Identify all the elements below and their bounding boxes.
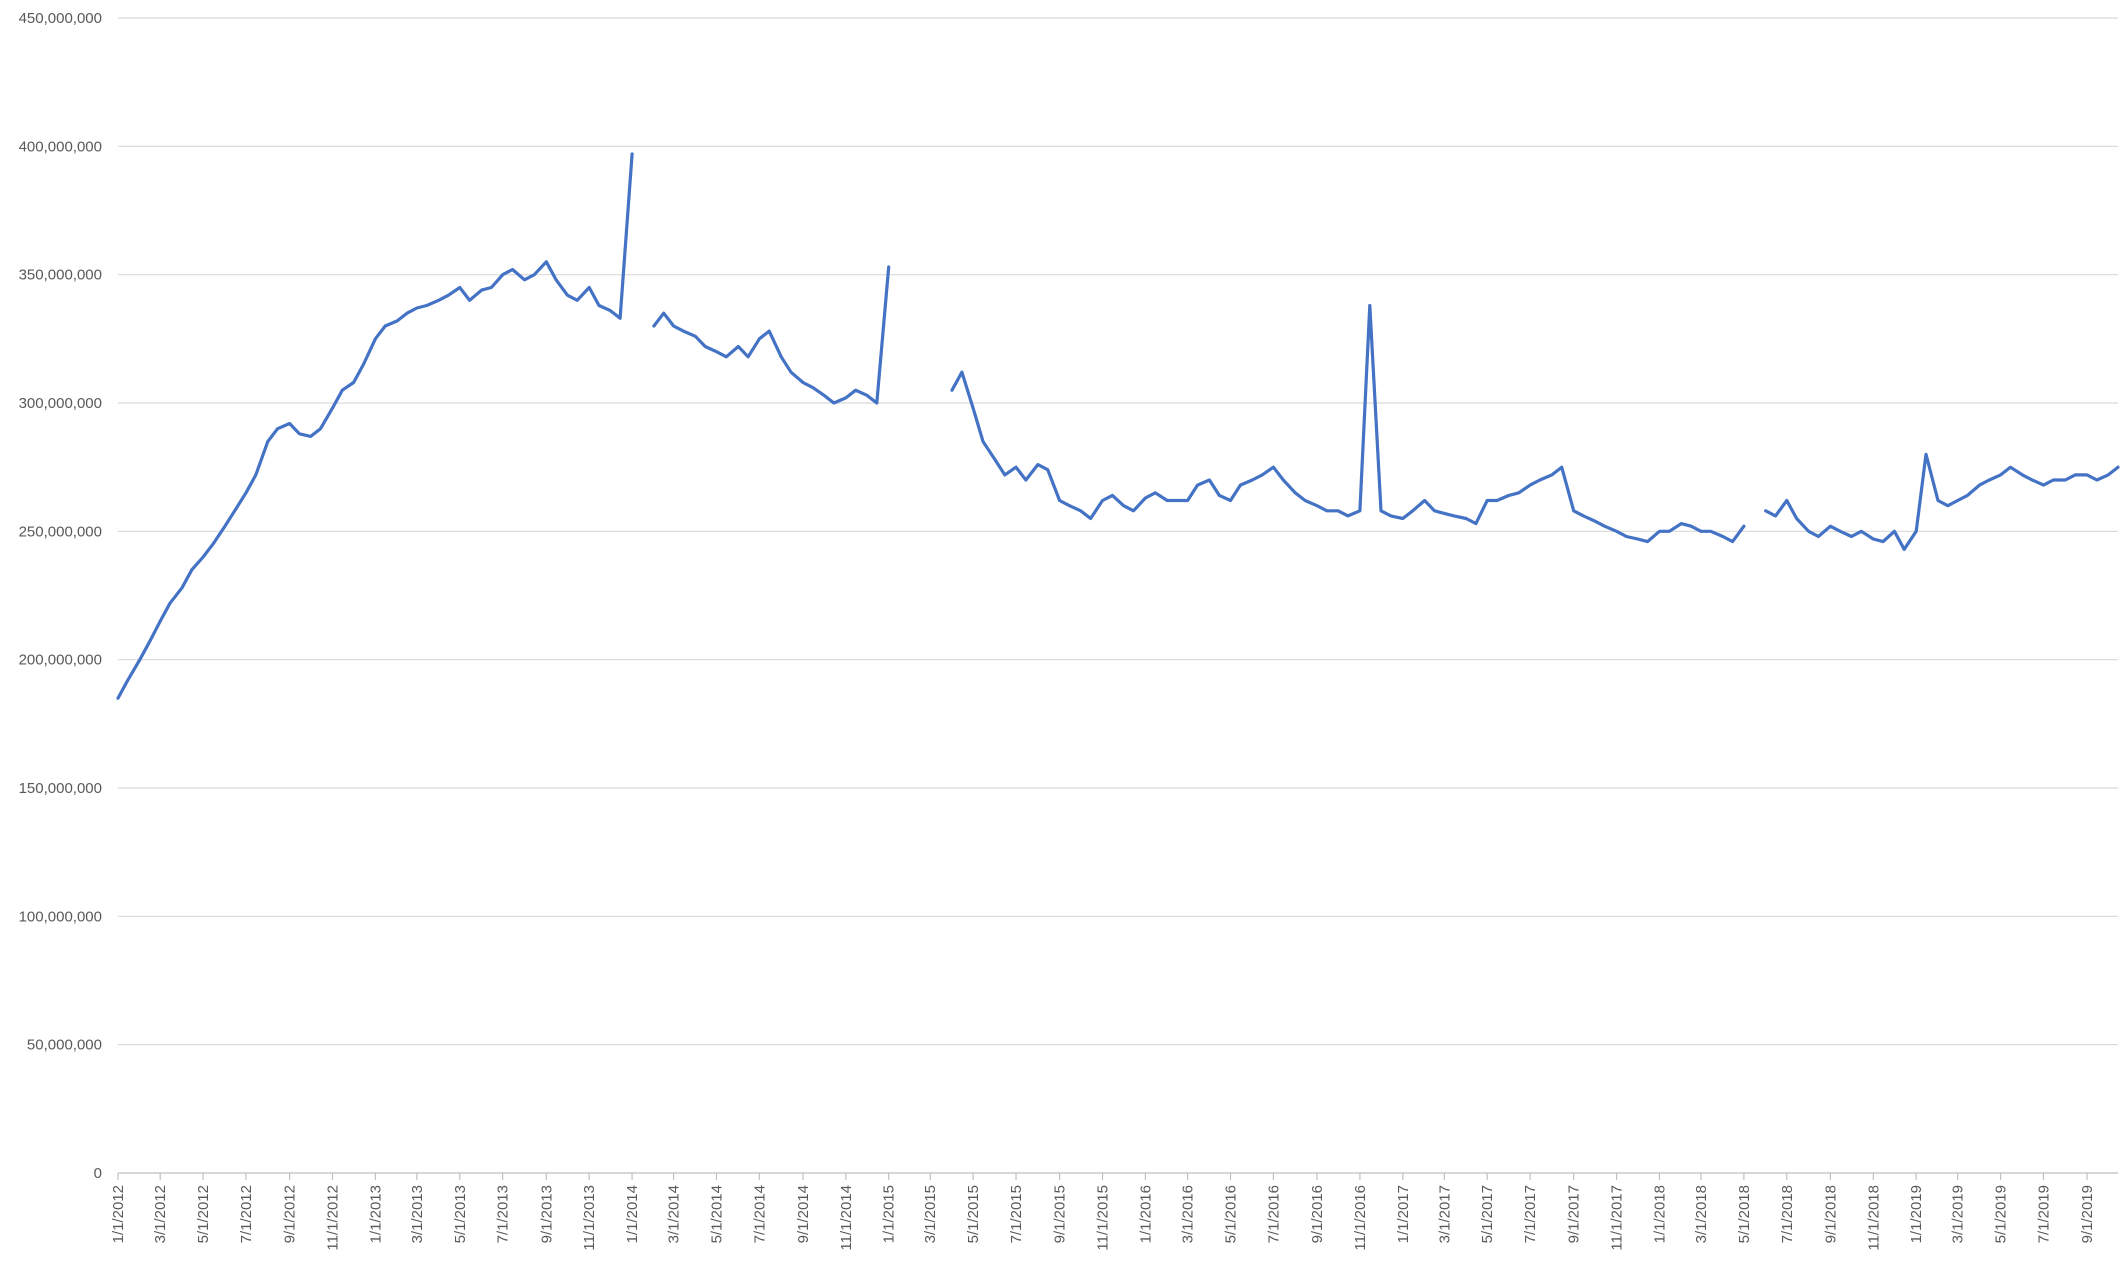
x-tick-label: 9/1/2013 [538,1185,555,1243]
x-tick-label: 1/1/2012 [110,1185,127,1243]
x-tick-label: 11/1/2014 [838,1185,855,1251]
x-tick-label: 11/1/2012 [324,1185,341,1251]
x-tick-label: 5/1/2018 [1736,1185,1753,1243]
axes [117,1172,2118,1180]
x-tick-label: 7/1/2017 [1522,1185,1539,1243]
x-tick-label: 9/1/2017 [1566,1185,1583,1243]
x-tick-label: 9/1/2019 [2079,1185,2096,1243]
series-line-segment [652,265,891,405]
x-tick-label: 1/1/2014 [624,1185,641,1243]
y-tick-label: 350,000,000 [19,267,102,284]
x-tick-label: 3/1/2017 [1436,1185,1453,1243]
x-tick-label: 9/1/2012 [282,1185,299,1243]
x-tick-label: 5/1/2014 [708,1185,725,1243]
y-tick-label: 150,000,000 [19,780,102,797]
x-tick-label: 3/1/2014 [666,1185,683,1243]
x-tick-label: 11/1/2015 [1095,1185,1112,1251]
y-tick-label: 250,000,000 [19,523,102,540]
x-tick-label: 1/1/2016 [1137,1185,1154,1243]
x-tick-label: 9/1/2014 [795,1185,812,1243]
x-tick-label: 9/1/2018 [1822,1185,1839,1243]
x-tick-label: 1/1/2019 [1908,1185,1925,1243]
x-tick-label: 9/1/2015 [1052,1185,1069,1243]
gridlines [118,17,2118,1046]
y-tick-label: 450,000,000 [19,10,102,27]
series-line [116,152,2120,700]
x-axis-tick-labels: 1/1/2012 3/1/2012 5/1/2012 7/1/2012 9/1/2012… [110,1185,2096,1251]
x-tick-label: 5/1/2017 [1479,1185,1496,1243]
series-line-segment [950,303,1746,544]
x-tick-label: 9/1/2016 [1309,1185,1326,1243]
y-tick-label: 300,000,000 [19,395,102,412]
x-tick-label: 3/1/2015 [922,1185,939,1243]
x-tick-label: 5/1/2012 [195,1185,212,1243]
x-tick-label: 11/1/2017 [1609,1185,1626,1251]
x-tick-label: 1/1/2013 [367,1185,384,1243]
x-tick-label: 3/1/2018 [1693,1185,1710,1243]
series-line-segment [1764,452,2120,551]
x-tick-label: 7/1/2014 [751,1185,768,1243]
x-tick-label: 3/1/2013 [409,1185,426,1243]
x-tick-label: 7/1/2012 [238,1185,255,1243]
x-tick-label: 1/1/2018 [1651,1185,1668,1243]
series-line-segment [116,152,634,700]
x-tick-label: 3/1/2012 [152,1185,169,1243]
x-tick-label: 3/1/2019 [1950,1185,1967,1243]
x-tick-label: 7/1/2016 [1265,1185,1282,1243]
x-tick-label: 7/1/2013 [495,1185,512,1243]
x-tick-label: 11/1/2016 [1352,1185,1369,1251]
y-tick-label: 200,000,000 [19,652,102,669]
y-tick-label: 50,000,000 [27,1037,102,1054]
x-tick-label: 7/1/2019 [2035,1185,2052,1243]
x-tick-label: 11/1/2013 [581,1185,598,1251]
x-tick-label: 5/1/2019 [1993,1185,2010,1243]
x-tick-label: 5/1/2013 [452,1185,469,1243]
x-tick-label: 1/1/2015 [881,1185,898,1243]
x-tick-label: 11/1/2018 [1865,1185,1882,1251]
x-tick-label: 7/1/2018 [1779,1185,1796,1243]
x-tick-label: 3/1/2016 [1180,1185,1197,1243]
x-tick-label: 5/1/2015 [965,1185,982,1243]
x-tick-label: 1/1/2017 [1395,1185,1412,1243]
y-axis-tick-labels: 0 50,000,000 100,000,000 150,000,000 200,000… [19,10,102,1182]
x-tick-label: 5/1/2016 [1223,1185,1240,1243]
y-tick-label: 400,000,000 [19,138,102,155]
y-tick-label: 0 [94,1165,102,1182]
x-tick-label: 7/1/2015 [1008,1185,1025,1243]
y-tick-label: 100,000,000 [19,908,102,925]
